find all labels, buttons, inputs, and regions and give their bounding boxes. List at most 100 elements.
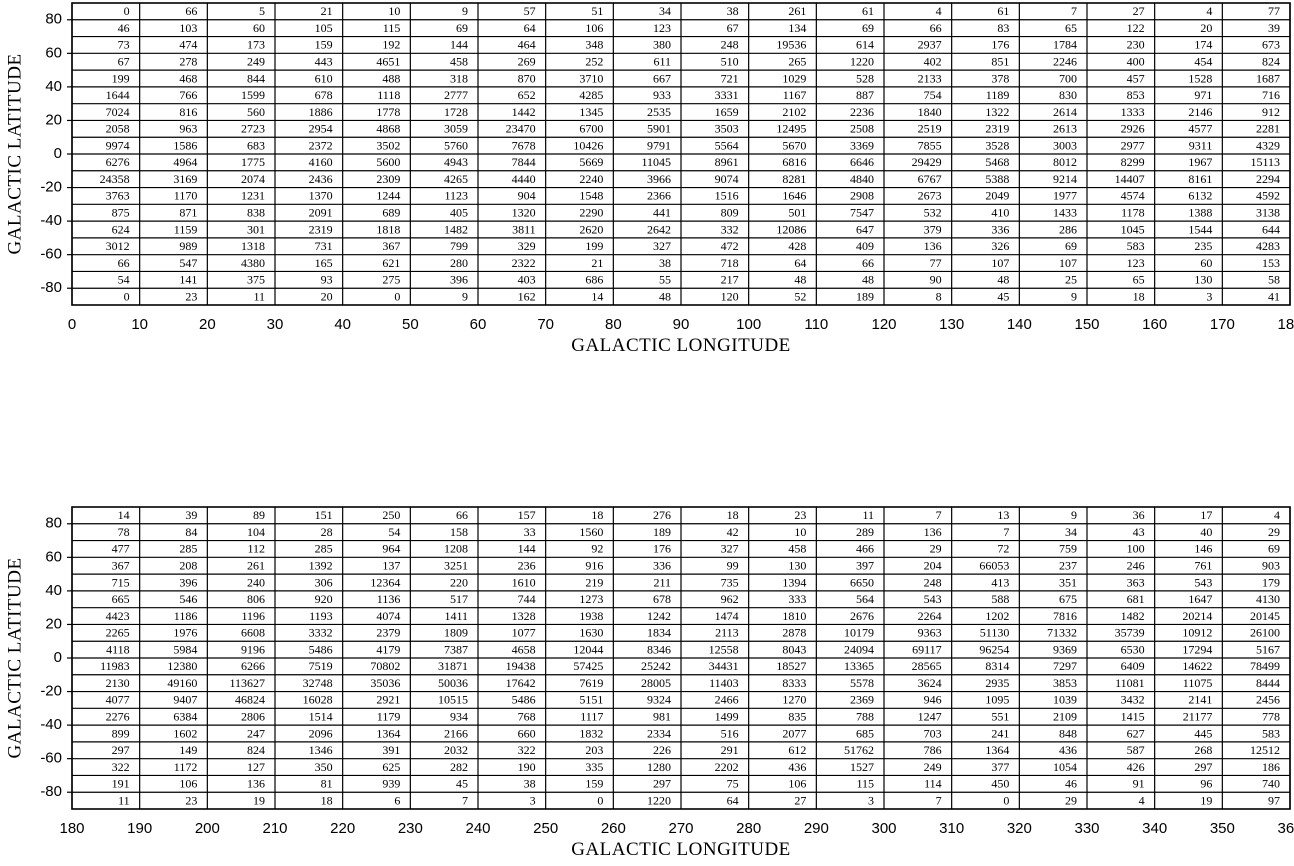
cell-value: 58 [1268,273,1280,287]
cell-value: 9974 [106,138,130,152]
cell-value: 159 [315,38,333,52]
cell-value: 2379 [376,626,400,640]
cell-value: 1482 [444,222,468,236]
cell-value: 1977 [1053,189,1077,203]
cell-value: 3331 [715,88,739,102]
cell-value: 450 [991,777,1009,791]
cell-value: 673 [1262,38,1280,52]
cell-value: 375 [247,273,265,287]
cell-value: 5468 [985,155,1009,169]
cell-value: 848 [1059,726,1077,740]
cell-value: 7816 [1053,609,1077,623]
cell-value: 428 [788,239,806,253]
cell-value: 1938 [579,609,603,623]
cell-value: 2535 [647,105,671,119]
cell-value: 336 [991,222,1009,236]
x-tick-label: 250 [533,820,558,837]
cell-value: 2935 [985,676,1009,690]
cell-value: 39 [1268,21,1280,35]
cell-value: 7 [1071,4,1077,18]
x-tick-label: 90 [673,316,690,333]
cell-value: 0 [394,289,400,303]
cell-value: 106 [585,21,603,35]
y-tick-label: 80 [45,11,62,28]
cell-value: 48 [862,273,874,287]
cell-value: 920 [315,592,333,606]
cell-value: 326 [991,239,1009,253]
cell-value: 3502 [376,138,400,152]
cell-value: 8314 [985,659,1009,673]
cell-value: 1364 [376,726,400,740]
cell-value: 546 [179,592,197,606]
cell-value: 122 [1127,21,1145,35]
x-tick-label: 280 [736,820,761,837]
cell-value: 64 [794,256,806,270]
cell-value: 12364 [370,575,400,589]
cell-value: 289 [856,525,874,539]
cell-value: 9311 [1189,138,1213,152]
cell-value: 107 [991,256,1009,270]
cell-value: 97 [1268,793,1280,807]
cell-value: 336 [653,558,671,572]
x-tick-label: 220 [330,820,355,837]
cell-value: 1208 [444,542,468,556]
cell-value: 1482 [1121,609,1145,623]
cell-value: 1528 [1188,71,1212,85]
cell-value: 199 [112,71,130,85]
cell-value: 3432 [1121,693,1145,707]
cell-value: 3059 [444,122,468,136]
cell-value: 528 [856,71,874,85]
cell-value: 4964 [173,155,197,169]
cell-value: 1560 [579,525,603,539]
cell-value: 179 [1262,575,1280,589]
cell-value: 4840 [850,172,874,186]
cell-value: 1220 [647,793,671,807]
cell-value: 2133 [918,71,942,85]
cell-value: 835 [788,709,806,723]
cell-value: 5486 [309,642,333,656]
x-tick-label: 20 [199,316,216,333]
cell-value: 261 [247,558,265,572]
cell-value: 441 [653,205,671,219]
cell-value: 700 [1059,71,1077,85]
cell-value: 5151 [579,693,603,707]
cell-value: 3012 [106,239,130,253]
cell-value: 14 [591,289,603,303]
cell-value: 2202 [715,760,739,774]
cell-value: 488 [382,71,400,85]
cell-value: 4423 [106,609,130,623]
cell-value: 6 [394,793,400,807]
cell-value: 12495 [776,122,806,136]
cell-value: 2372 [309,138,333,152]
cell-value: 136 [924,239,942,253]
cell-value: 4285 [579,88,603,102]
cell-value: 162 [518,289,536,303]
cell-value: 686 [585,273,603,287]
cell-value: 788 [856,709,874,723]
cell-value: 66 [930,21,942,35]
cell-value: 4160 [309,155,333,169]
cell-value: 158 [450,525,468,539]
cell-value: 614 [856,38,874,52]
cell-value: 7619 [579,676,603,690]
cell-value: 2620 [579,222,603,236]
cell-value: 48 [794,273,806,287]
cell-value: 64 [524,21,536,35]
cell-value: 1728 [444,105,468,119]
cell-value: 1333 [1121,105,1145,119]
cell-value: 29 [930,542,942,556]
cell-value: 291 [721,743,739,757]
cell-value: 2937 [918,38,942,52]
cell-value: 6132 [1188,189,1212,203]
cell-value: 230 [1127,38,1145,52]
cell-value: 457 [1127,71,1145,85]
x-tick-label: 10 [131,316,148,333]
cell-value: 27 [1133,4,1145,18]
cell-value: 621 [382,256,400,270]
y-tick-label: 20 [45,615,62,632]
cell-value: 226 [653,743,671,757]
cell-value: 91 [1133,777,1145,791]
cell-value: 57425 [573,659,603,673]
cell-value: 583 [1262,726,1280,740]
cell-value: 1095 [985,693,1009,707]
